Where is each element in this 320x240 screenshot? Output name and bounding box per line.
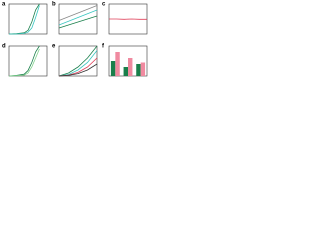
data-line [58, 15, 98, 29]
bar [140, 62, 146, 76]
data-line [58, 5, 98, 21]
bar [115, 52, 120, 76]
bar [123, 67, 128, 76]
panel-label: c [102, 2, 106, 8]
axes-frame [8, 3, 48, 35]
figure: a b c d e f [2, 2, 148, 77]
bar [110, 61, 116, 76]
data-line [58, 45, 98, 77]
panel-label: f [102, 44, 105, 50]
data-line [8, 45, 40, 77]
panel-label: d [2, 44, 6, 50]
data-line [58, 9, 98, 26]
axes-frame [58, 45, 98, 77]
data-line [8, 48, 40, 77]
data-line [58, 63, 98, 77]
panel-label: a [2, 2, 6, 8]
panel-label: b [52, 2, 56, 8]
data-line [9, 5, 40, 35]
panel-label: e [52, 44, 56, 50]
bar [136, 64, 141, 76]
bar [128, 58, 133, 76]
axes-frame [8, 45, 48, 77]
axes-frame [58, 3, 98, 35]
